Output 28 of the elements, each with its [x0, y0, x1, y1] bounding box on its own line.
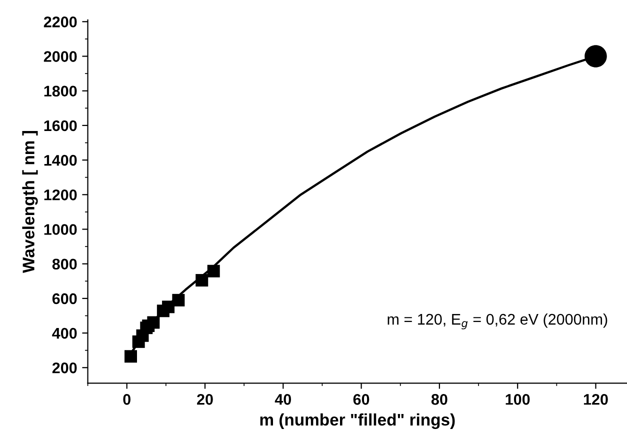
- point: [147, 316, 160, 329]
- y-tick-label: 1800: [44, 86, 77, 97]
- x-tick-label: 0: [123, 394, 130, 405]
- y-tick-label: 2000: [44, 51, 77, 62]
- x-tick-label: 120: [584, 394, 608, 405]
- y-tick-label: 200: [52, 362, 77, 374]
- annotation: m = 120, E$_{g}$ = 0,62 eV (2000nm): [388, 313, 608, 330]
- point: [196, 274, 208, 287]
- x-tick-label: 80: [431, 394, 448, 405]
- point: [207, 264, 220, 278]
- y-tick-label: 1200: [44, 190, 77, 200]
- y-tick-label: 1600: [44, 120, 77, 132]
- y-tick-label: 800: [52, 258, 77, 270]
- y-tick-label: 600: [52, 293, 77, 304]
- x-axis-title: m (number "filled" rings): [260, 413, 455, 430]
- y-tick-label: 1400: [44, 154, 77, 166]
- x-tick-label: 100: [506, 394, 530, 405]
- y-axis-title: Wavelength [ nm ]: [22, 131, 38, 273]
- y-tick-label: 1000: [44, 224, 77, 235]
- point: [584, 45, 607, 68]
- point: [124, 350, 138, 363]
- point: [162, 300, 175, 314]
- y-tick-label: 400: [52, 328, 77, 339]
- x-tick-label: 60: [353, 394, 370, 405]
- x-tick-label: 20: [197, 394, 213, 405]
- y-tick-label: 2200: [44, 16, 77, 28]
- x-tick-label: 40: [274, 394, 292, 405]
- point: [172, 294, 185, 306]
